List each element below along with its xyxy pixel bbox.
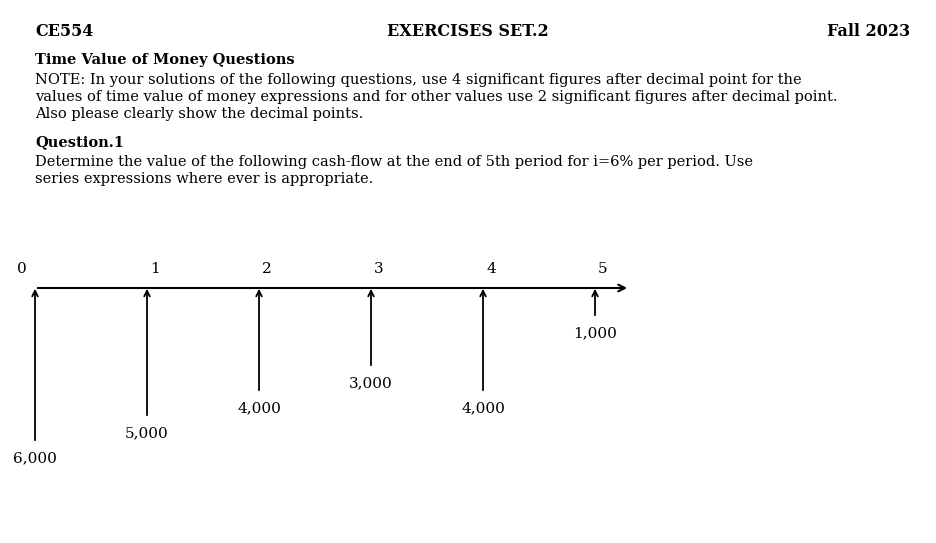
Text: Time Value of Money Questions: Time Value of Money Questions (35, 53, 295, 67)
Text: values of time value of money expressions and for other values use 2 significant: values of time value of money expression… (35, 90, 838, 104)
Text: Fall 2023: Fall 2023 (826, 23, 910, 40)
Text: 4,000: 4,000 (461, 401, 505, 415)
Text: 3: 3 (374, 262, 384, 276)
Text: Also please clearly show the decimal points.: Also please clearly show the decimal poi… (35, 107, 363, 121)
Text: 5: 5 (598, 262, 607, 276)
Text: 1: 1 (150, 262, 160, 276)
Text: EXERCISES SET.2: EXERCISES SET.2 (388, 23, 548, 40)
Text: Question.1: Question.1 (35, 135, 124, 149)
Text: CE554: CE554 (35, 23, 94, 40)
Text: 5,000: 5,000 (125, 426, 168, 440)
Text: 3,000: 3,000 (349, 376, 393, 390)
Text: 4,000: 4,000 (237, 401, 281, 415)
Text: 4: 4 (486, 262, 496, 276)
Text: NOTE: In your solutions of the following questions, use 4 significant figures af: NOTE: In your solutions of the following… (35, 73, 801, 87)
Text: 0: 0 (17, 262, 27, 276)
Text: 6,000: 6,000 (13, 451, 57, 465)
Text: 2: 2 (262, 262, 271, 276)
Text: 1,000: 1,000 (573, 326, 617, 340)
Text: Determine the value of the following cash-flow at the end of 5th period for i=6%: Determine the value of the following cas… (35, 155, 753, 169)
Text: series expressions where ever is appropriate.: series expressions where ever is appropr… (35, 172, 373, 186)
